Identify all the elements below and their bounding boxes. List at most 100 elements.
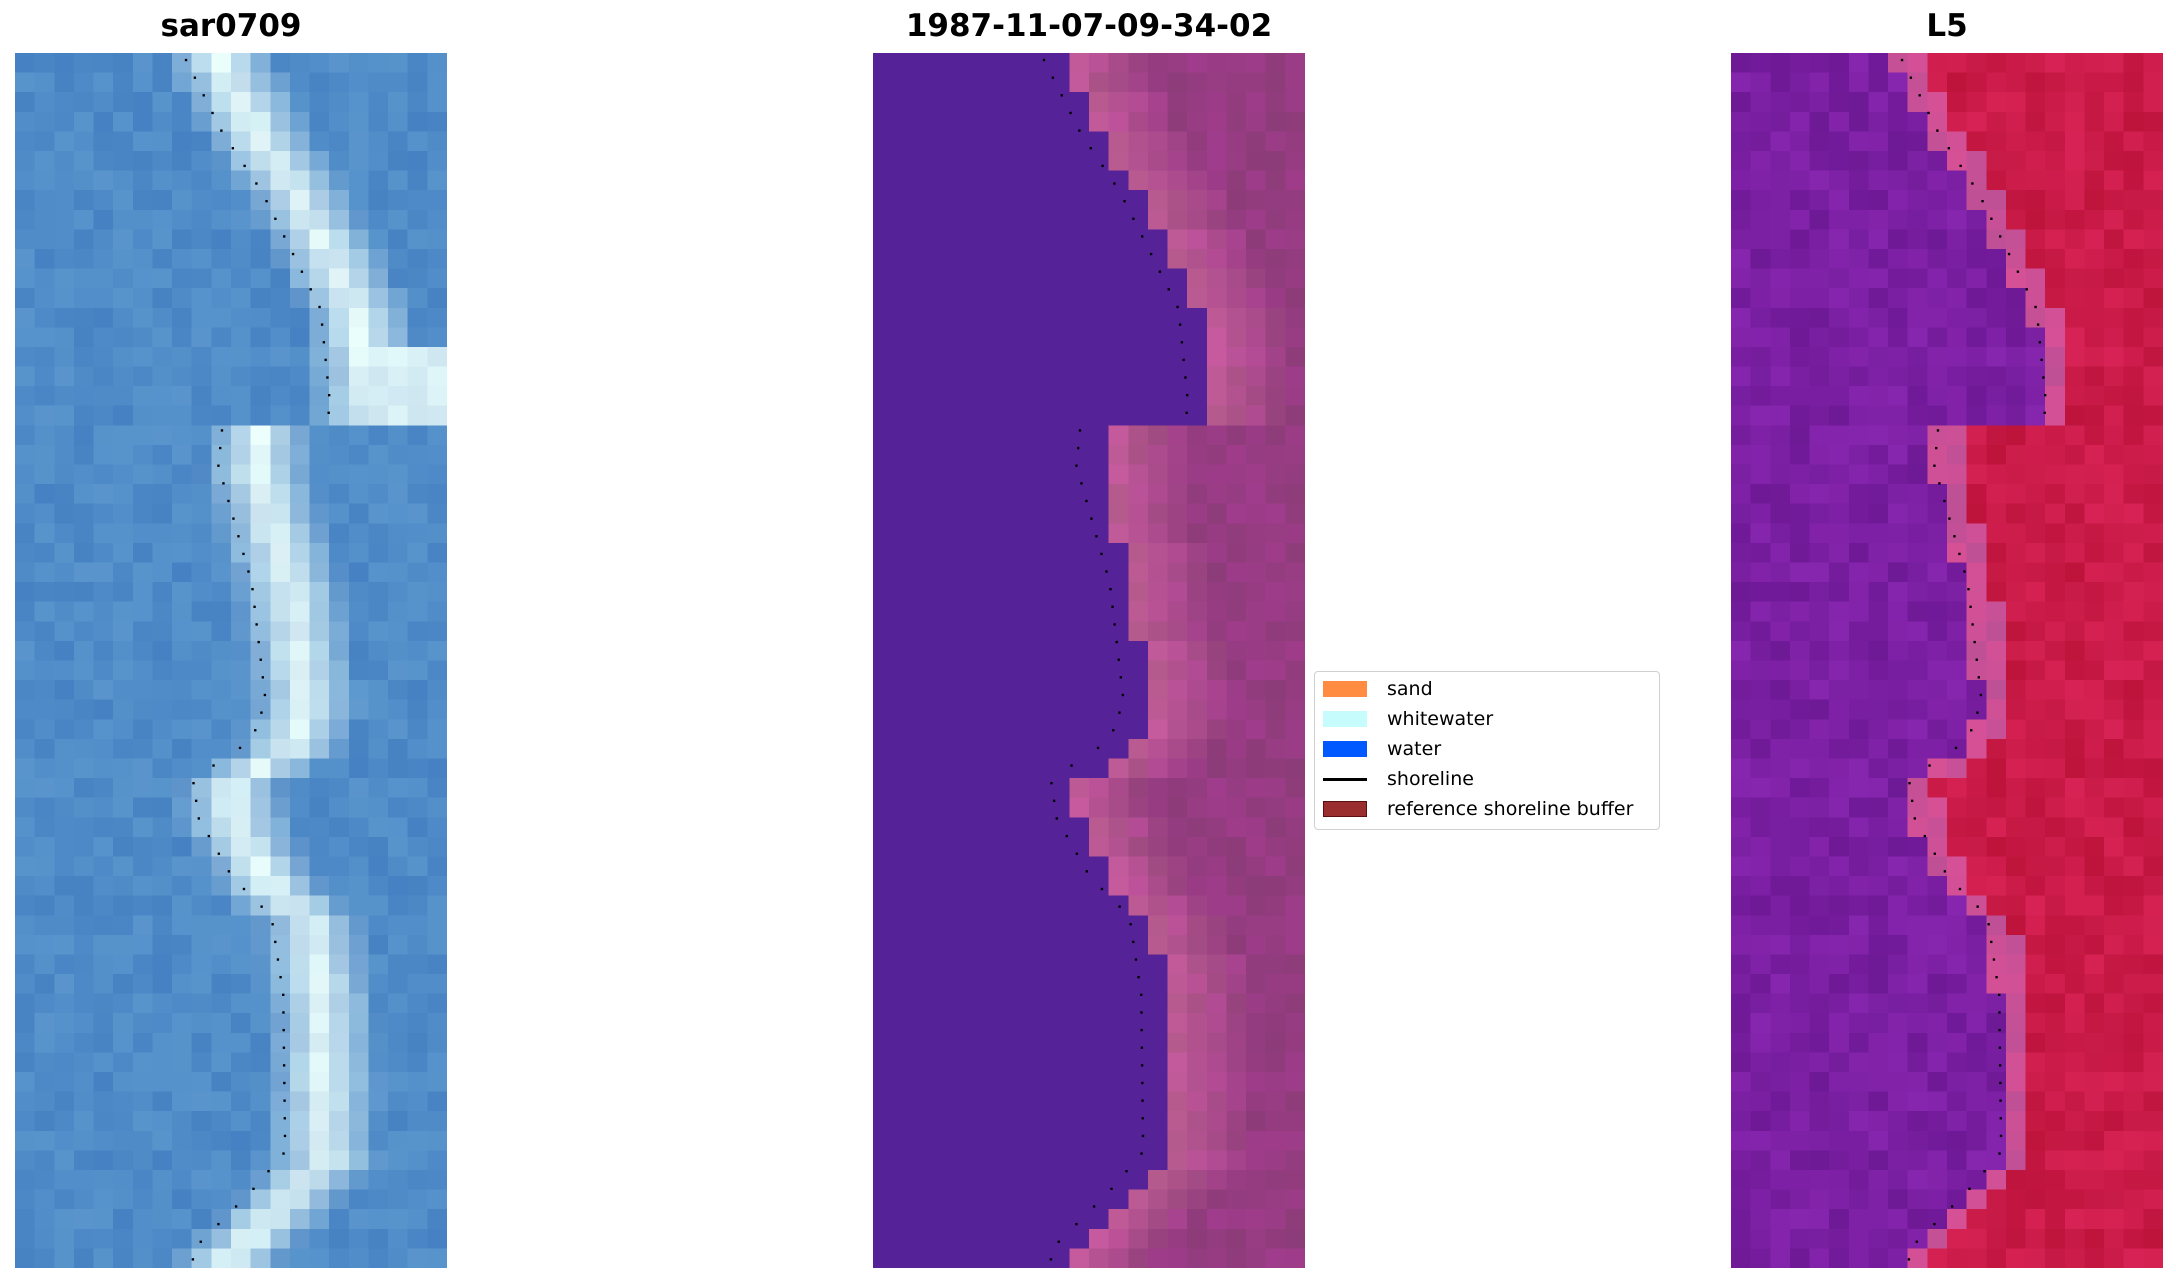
shoreline-point: [207, 834, 210, 838]
shoreline-point: [1979, 693, 1983, 697]
shoreline-point: [237, 535, 240, 538]
shoreline-point: [242, 552, 245, 556]
shoreline-point: [254, 729, 257, 732]
shoreline-point: [2036, 323, 2040, 326]
shoreline-point: [1999, 1134, 2003, 1138]
shoreline-point: [318, 305, 321, 309]
shoreline-point: [1100, 887, 1104, 891]
legend-item-reference-buffer: reference shoreline buffer: [1323, 796, 1633, 822]
shoreline-point: [1085, 870, 1089, 873]
shoreline-overlay: [1042, 58, 1189, 1261]
shoreline-point: [227, 870, 231, 873]
shoreline-point: [1933, 464, 1936, 467]
shoreline-point: [1970, 729, 1973, 732]
shoreline-point: [1998, 1046, 2002, 1049]
shoreline-point: [1959, 164, 1962, 168]
shoreline-point: [220, 129, 223, 132]
shoreline-point: [1999, 1099, 2002, 1102]
water-swatch: [1323, 741, 1367, 757]
shoreline-point: [1933, 852, 1937, 855]
shoreline-point: [2025, 288, 2028, 291]
sand-swatch: [1323, 681, 1367, 697]
shoreline-point: [1990, 940, 1993, 944]
shoreline-point: [2044, 393, 2047, 397]
shoreline-point: [1075, 852, 1079, 855]
shoreline-point: [1095, 535, 1098, 538]
shoreline-point: [1933, 1222, 1936, 1226]
shoreline-point: [1977, 676, 1980, 679]
shoreline-point: [327, 411, 330, 414]
shoreline-point: [328, 393, 331, 397]
shoreline-point: [1992, 958, 1996, 961]
shoreline-point: [1077, 446, 1080, 450]
shoreline-point: [1981, 199, 1984, 203]
shoreline-point: [1963, 570, 1966, 573]
shoreline-point: [260, 905, 263, 908]
shoreline-point: [1185, 411, 1188, 414]
legend-label: whitewater: [1387, 708, 1494, 730]
shoreline-point: [282, 1046, 286, 1049]
shoreline-point: [274, 940, 277, 944]
shoreline-point: [1998, 993, 2001, 996]
shoreline-point: [283, 1134, 287, 1138]
shoreline-point: [1990, 217, 1993, 220]
shoreline-point: [320, 323, 324, 326]
shoreline-point: [283, 1099, 286, 1102]
shoreline-point: [271, 923, 274, 926]
shoreline-point: [1118, 711, 1121, 714]
shoreline-point: [1141, 235, 1144, 238]
shoreline-point: [257, 640, 260, 644]
legend-item-shoreline: shoreline: [1323, 766, 1474, 792]
legend-label: water: [1387, 738, 1442, 760]
shoreline-point: [255, 182, 258, 185]
shoreline-point: [1999, 1081, 2002, 1085]
shoreline-point: [1998, 1028, 2001, 1032]
shoreline-point: [282, 1064, 286, 1067]
shoreline-point: [1158, 270, 1162, 273]
shoreline-point: [1049, 1258, 1053, 1261]
shoreline-point: [1140, 1152, 1143, 1155]
rgb-image-panel: [15, 53, 447, 1268]
shoreline-point: [1141, 1081, 1144, 1085]
shoreline-point: [1115, 640, 1118, 644]
shoreline-point: [1918, 94, 1921, 97]
shoreline-point: [1111, 605, 1114, 608]
shoreline-point: [211, 111, 214, 115]
shoreline-point: [1090, 517, 1093, 520]
shoreline-point: [232, 517, 235, 520]
shoreline-point: [227, 499, 230, 503]
shoreline-point: [274, 217, 277, 220]
shoreline-point: [1935, 446, 1938, 450]
shoreline-point: [282, 1028, 285, 1032]
shoreline-point: [1149, 252, 1153, 256]
shoreline-point: [1184, 376, 1187, 379]
shoreline-point: [1105, 570, 1108, 573]
shoreline-point: [1936, 129, 1939, 132]
shoreline-point: [1178, 323, 1182, 326]
shoreline-point: [1975, 658, 1978, 661]
shoreline-point: [1125, 1170, 1128, 1173]
shoreline-point: [1998, 1011, 2001, 1014]
shoreline-point: [1958, 887, 1962, 891]
shoreline-point: [1928, 764, 1931, 767]
legend-label: shoreline: [1387, 768, 1474, 790]
shoreline-point: [283, 1081, 286, 1085]
shoreline-point: [291, 252, 295, 256]
shoreline-point: [1923, 834, 1926, 838]
shoreline-point: [231, 147, 235, 150]
shoreline-point: [247, 570, 250, 573]
shoreline-point: [1983, 1170, 1986, 1173]
shoreline-point: [1057, 1240, 1060, 1243]
shoreline-point: [1954, 746, 1958, 750]
shoreline-point: [1900, 58, 1904, 62]
shoreline-point: [1976, 711, 1979, 714]
shoreline-point: [261, 676, 264, 679]
shoreline-point: [324, 358, 327, 362]
shoreline-point: [1070, 764, 1073, 767]
legend: sand whitewater water shoreline referenc…: [1314, 671, 1660, 830]
shoreline-point: [1132, 217, 1135, 220]
legend-item-whitewater: whitewater: [1323, 706, 1493, 732]
shoreline-point: [194, 799, 198, 802]
shoreline-point: [1967, 587, 1970, 591]
shoreline-point: [199, 1240, 202, 1243]
